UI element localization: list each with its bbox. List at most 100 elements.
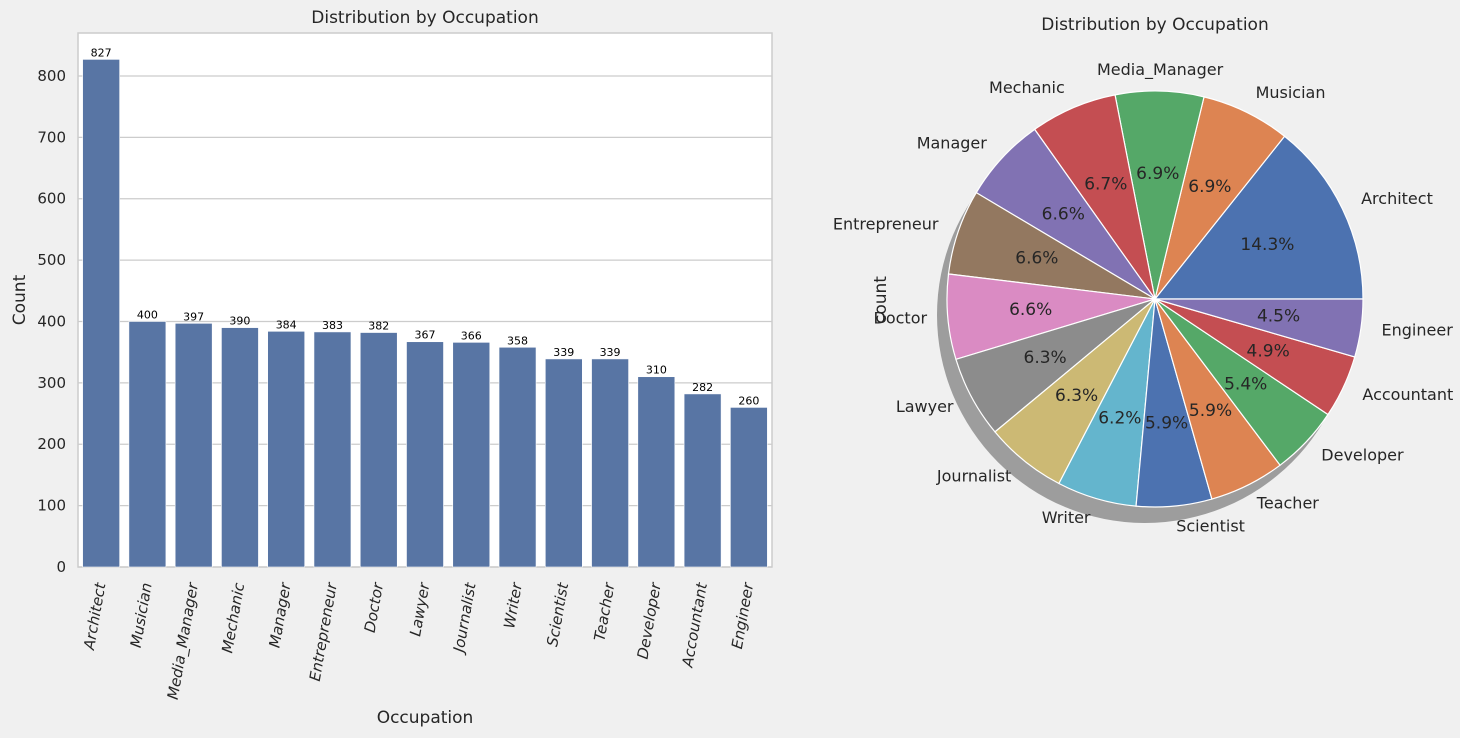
bar-data-label: 339 <box>553 346 574 359</box>
pie-slice <box>1153 135 1364 300</box>
bar-x-tick-label: Developer <box>634 581 665 661</box>
bar-y-tick-labels: 0 100 200 300 400 500 600 700 800 <box>37 67 66 576</box>
bar-data-label: 358 <box>507 334 528 347</box>
pie-slices <box>946 90 1364 508</box>
pie-category-label: Manager <box>917 133 988 152</box>
pie-chart-title: Distribution by Occupation <box>1041 15 1268 35</box>
pie-percent-label: 6.6% <box>1009 300 1052 320</box>
bar <box>313 331 352 568</box>
bar-data-label: 827 <box>91 46 112 59</box>
bar-series <box>82 59 768 568</box>
bar <box>221 327 259 568</box>
pie-percent-label: 6.6% <box>1015 249 1058 269</box>
pie-percent-label: 6.3% <box>1055 386 1098 406</box>
bar <box>591 358 629 568</box>
pie-percent-label: 5.4% <box>1224 375 1267 395</box>
bar-data-label: 282 <box>692 381 713 394</box>
bar-data-label: 260 <box>738 394 759 407</box>
bar-x-tick-label: Scientist <box>543 580 572 648</box>
pie-percent-label: 6.9% <box>1136 164 1179 184</box>
bar <box>406 341 444 568</box>
bar <box>730 407 768 568</box>
bar-y-tick-label: 600 <box>37 190 66 208</box>
pie-category-label: Writer <box>1042 508 1091 527</box>
bar-x-tick-label: Teacher <box>590 581 618 643</box>
pie-category-label: Scientist <box>1176 516 1245 535</box>
pie-category-labels: Architect Musician Media_Manager Mechanic Ma… <box>833 60 1453 536</box>
bar-y-axis-label: Count <box>10 274 30 325</box>
bar-data-label: 367 <box>415 329 436 342</box>
bar-x-tick-label: Media_Manager <box>164 581 203 702</box>
bar-x-tick-label: Engineer <box>728 581 757 651</box>
pie-category-label: Lawyer <box>896 397 954 416</box>
bar <box>544 358 583 568</box>
bar-y-tick-label: 100 <box>37 497 66 515</box>
pie-category-label: Developer <box>1321 446 1404 465</box>
pie-category-label: Accountant <box>1362 385 1453 404</box>
bar <box>82 59 120 568</box>
bar <box>128 321 167 568</box>
bar-x-tick-label: Doctor <box>361 581 388 634</box>
bar-data-label: 366 <box>461 329 482 342</box>
bar-y-tick-label: 0 <box>56 558 66 576</box>
bar-data-labels: 827 400 397 390 384 383 382 367 366 358 339 339 310 2… <box>91 46 760 407</box>
bar-x-tick-label: Writer <box>500 581 526 630</box>
pie-category-label: Mechanic <box>989 78 1065 97</box>
pie-slice <box>1154 298 1364 358</box>
pie-percent-label: 14.3% <box>1240 235 1294 255</box>
bar <box>359 332 398 568</box>
pie-percent-label: 6.7% <box>1084 174 1127 194</box>
pie-chart: Distribution by Occupation count Archite… <box>833 15 1453 535</box>
pie-category-label: Doctor <box>874 308 928 327</box>
bar-x-tick-label: Journalist <box>449 580 480 656</box>
bar-x-tick-label: Lawyer <box>406 581 433 638</box>
pie-percent-label: 6.3% <box>1024 348 1067 368</box>
pie-y-axis-label: count <box>871 276 891 324</box>
bar-x-axis-label: Occupation <box>377 708 474 728</box>
pie-percent-label: 5.9% <box>1145 413 1188 433</box>
pie-percent-label: 5.9% <box>1189 401 1232 421</box>
pie-category-label: Engineer <box>1382 321 1454 340</box>
bar-data-label: 400 <box>137 308 158 321</box>
bar-y-tick-label: 200 <box>37 435 66 453</box>
bar-y-tick-label: 800 <box>37 67 66 85</box>
bar-data-label: 339 <box>600 346 621 359</box>
pie-percent-label: 4.9% <box>1247 342 1290 362</box>
pie-category-label: Media_Manager <box>1097 60 1224 80</box>
bar-chart-title: Distribution by Occupation <box>311 8 538 28</box>
pie-percent-label: 6.2% <box>1098 409 1141 429</box>
bar-chart: 0 100 200 300 400 500 600 700 800 Architect Music… <box>10 8 773 728</box>
bar-x-tick-label: Accountant <box>678 580 711 669</box>
bar-y-tick-label: 700 <box>37 128 66 146</box>
bar <box>683 393 722 568</box>
pie-percent-label: 4.5% <box>1257 307 1300 327</box>
bar <box>637 376 676 568</box>
bar-data-label: 397 <box>183 310 204 323</box>
bar-x-tick-label: Architect <box>80 580 110 652</box>
bar <box>267 331 306 568</box>
pie-category-label: Entrepreneur <box>833 215 939 234</box>
bar-data-label: 383 <box>322 319 343 332</box>
bar-data-label: 382 <box>368 320 389 333</box>
pie-category-label: Teacher <box>1256 493 1319 512</box>
bar <box>452 342 491 568</box>
bar-x-tick-label: Entrepreneur <box>306 581 341 683</box>
pie-category-label: Musician <box>1256 83 1326 102</box>
bar-x-tick-label: Musician <box>127 581 156 649</box>
pie-percent-label: 6.6% <box>1042 204 1085 224</box>
bar-data-label: 310 <box>646 364 667 377</box>
bar-y-tick-label: 300 <box>37 374 66 392</box>
pie-percent-label: 6.9% <box>1188 177 1231 197</box>
bar <box>498 346 537 568</box>
bar <box>174 323 213 568</box>
bar-y-tick-label: 500 <box>37 251 66 269</box>
pie-category-label: Journalist <box>936 467 1011 486</box>
bar-x-tick-labels: Architect Musician Media_Manager Mechanic Ma… <box>80 580 758 701</box>
pie-category-label: Architect <box>1361 189 1433 208</box>
bar-data-label: 390 <box>229 315 250 328</box>
bar-y-tick-label: 400 <box>37 312 66 330</box>
bar-x-tick-label: Mechanic <box>218 581 248 655</box>
bar-data-label: 384 <box>276 318 297 331</box>
bar-x-tick-label: Manager <box>265 581 294 650</box>
